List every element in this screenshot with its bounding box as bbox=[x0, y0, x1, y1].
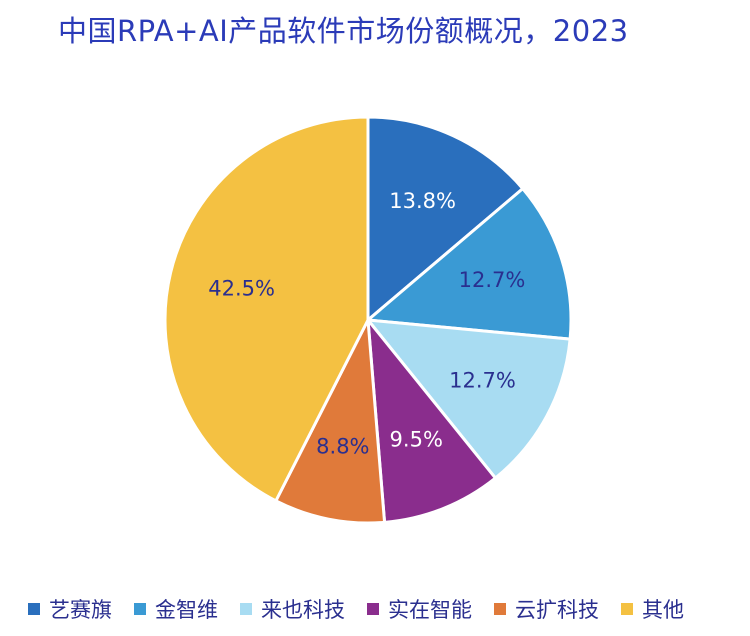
legend: 艺赛旗 金智维 来也科技 实在智能 云扩科技 其他 bbox=[28, 594, 728, 624]
legend-label: 金智维 bbox=[155, 598, 218, 622]
pie-slice bbox=[366, 315, 498, 524]
legend-swatch bbox=[494, 603, 506, 615]
legend-swatch bbox=[28, 603, 40, 615]
chart-title: 中国RPA+AI产品软件市场份额概况，2023 bbox=[58, 14, 629, 48]
pie-slice bbox=[163, 115, 370, 503]
pie-chart: 13.8% 12.7% 12.7% 9.5% 8.8% 42.5% bbox=[163, 115, 573, 525]
legend-swatch bbox=[367, 603, 379, 615]
legend-item: 艺赛旗 bbox=[28, 594, 112, 624]
legend-swatch bbox=[240, 603, 252, 615]
pie-slice bbox=[366, 115, 525, 324]
pie-slice bbox=[364, 186, 573, 341]
legend-item: 其他 bbox=[621, 594, 684, 624]
legend-swatch bbox=[134, 603, 146, 615]
legend-label: 云扩科技 bbox=[515, 598, 599, 622]
legend-label: 来也科技 bbox=[261, 598, 345, 622]
legend-label: 实在智能 bbox=[388, 598, 472, 622]
legend-item: 来也科技 bbox=[240, 594, 345, 624]
pie-slice bbox=[273, 314, 387, 525]
pie-slice bbox=[364, 318, 572, 481]
pie-data-label: 12.7% bbox=[449, 369, 516, 393]
pie-data-label: 12.7% bbox=[459, 268, 526, 292]
legend-label: 其他 bbox=[642, 598, 684, 622]
legend-item: 金智维 bbox=[134, 594, 218, 624]
pie-data-label: 13.8% bbox=[389, 189, 456, 213]
pie-data-label: 42.5% bbox=[208, 277, 275, 301]
pie-data-label: 8.8% bbox=[316, 435, 369, 459]
pie-data-label: 9.5% bbox=[390, 428, 443, 452]
legend-item: 云扩科技 bbox=[494, 594, 599, 624]
legend-swatch bbox=[621, 603, 633, 615]
legend-label: 艺赛旗 bbox=[49, 598, 112, 622]
legend-item: 实在智能 bbox=[367, 594, 472, 624]
